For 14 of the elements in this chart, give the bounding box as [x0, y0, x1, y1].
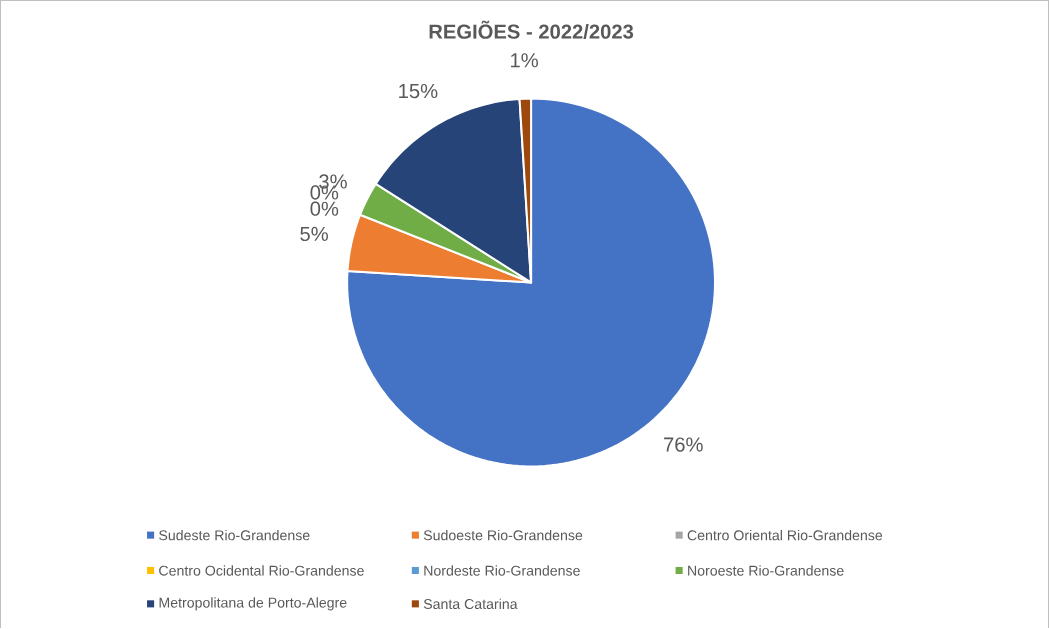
legend-label: Sudeste Rio-Grandense: [159, 530, 310, 541]
legend-label: Centro Ocidental Rio-Grandense: [159, 565, 364, 576]
legend-label: Nordeste Rio-Grandense: [424, 565, 580, 576]
data-label: 15%: [399, 84, 438, 99]
legend-label: Metropolitana de Porto-Alegre: [159, 597, 347, 611]
text: 0%: [310, 201, 339, 217]
data-label: 76%: [664, 437, 703, 452]
legend-label: Santa Catarina: [423, 598, 518, 610]
data-label: 1%: [511, 53, 538, 68]
legend-label: Noroeste Rio-Grandense: [688, 565, 844, 576]
data-label: 5%: [300, 227, 328, 242]
chart-title: REGIÕES - 2022/2023: [429, 20, 634, 40]
legend-label: Centro Oriental Rio-Grandense: [687, 530, 883, 541]
legend-label: Sudoeste Rio-Grandense: [423, 530, 583, 541]
